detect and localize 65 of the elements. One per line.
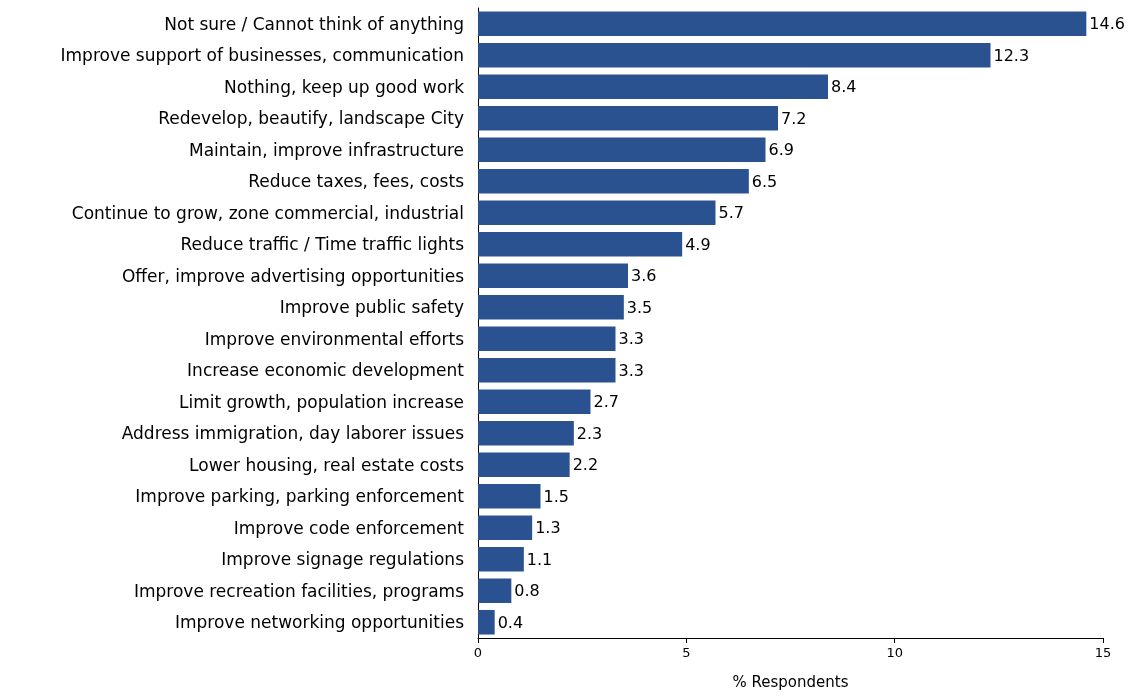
x-tick-label: 0 [473, 645, 483, 660]
y-tick-label: Increase economic development [187, 360, 465, 381]
bar [478, 231, 683, 257]
data-label: 3.6 [631, 266, 657, 286]
y-tick-label: Improve parking, parking enforcement [135, 486, 465, 507]
data-label: 6.5 [751, 171, 778, 191]
data-label: 0.4 [497, 612, 524, 632]
bar [478, 389, 591, 415]
data-label: 1.1 [526, 549, 553, 569]
bar [478, 263, 628, 289]
y-tick-label: Offer, improve advertising opportunities [121, 265, 465, 286]
data-label: 3.5 [626, 297, 653, 317]
y-tick-label: Not sure / Cannot think of anything [164, 13, 464, 34]
y-tick-label: Improve networking opportunities [174, 612, 465, 633]
y-tick-label: Continue to grow, zone commercial, industrial [71, 202, 464, 223]
y-tick-label: Improve code enforcement [233, 517, 465, 538]
y-tick-label: Reduce traffic / Time traffic lights [180, 234, 465, 255]
y-tick-label: Improve recreation facilities, programs [133, 580, 465, 601]
y-tick-label: Improve support of businesses, communication [60, 45, 464, 66]
data-label: 8.4 [831, 77, 857, 97]
bar [478, 420, 574, 446]
x-tick-label: 15 [1094, 645, 1112, 660]
bar [478, 200, 716, 226]
bar [478, 42, 991, 68]
y-tick-label: Improve environmental efforts [204, 328, 465, 349]
data-label: 1.5 [543, 486, 569, 506]
data-label: 12.3 [993, 45, 1030, 65]
bar [478, 168, 749, 194]
y-tick-label: Lower housing, real estate costs [189, 454, 465, 475]
bar [478, 326, 616, 352]
bar [478, 74, 828, 100]
x-tick-label: 5 [682, 645, 691, 660]
bar [478, 11, 1087, 37]
data-label: 3.3 [618, 329, 644, 349]
data-label: 5.7 [718, 203, 744, 223]
bar [478, 578, 512, 604]
bar [478, 357, 616, 383]
data-label: 3.3 [618, 360, 644, 380]
bar [478, 483, 541, 509]
data-label: 2.2 [572, 455, 599, 475]
bar [478, 609, 495, 635]
data-label: 6.9 [768, 140, 794, 160]
data-label: 0.8 [514, 581, 540, 601]
data-label: 2.3 [576, 423, 603, 443]
data-label: 14.6 [1089, 14, 1125, 34]
data-label: 7.2 [781, 108, 807, 128]
y-tick-label: Address immigration, day laborer issues [121, 423, 465, 444]
bar [478, 515, 533, 541]
data-label: 4.9 [685, 234, 711, 254]
bar [478, 137, 766, 163]
bar [478, 105, 778, 131]
y-tick-label: Improve public safety [279, 297, 464, 318]
y-tick-label: Nothing, keep up good work [224, 76, 465, 97]
bar [478, 452, 570, 478]
y-tick-label: Maintain, improve infrastructure [188, 139, 464, 160]
data-label: 1.3 [535, 518, 561, 538]
y-tick-label: Redevelop, beautify, landscape City [158, 108, 464, 129]
y-tick-label: Reduce taxes, fees, costs [248, 171, 465, 192]
data-label: 2.7 [593, 392, 619, 412]
bar [478, 294, 624, 320]
bar [478, 546, 524, 572]
y-tick-label: Improve signage regulations [221, 549, 465, 570]
x-axis-title: % Respondents [732, 672, 849, 691]
y-tick-label: Limit growth, population increase [178, 391, 464, 412]
x-tick-label: 10 [886, 645, 903, 660]
